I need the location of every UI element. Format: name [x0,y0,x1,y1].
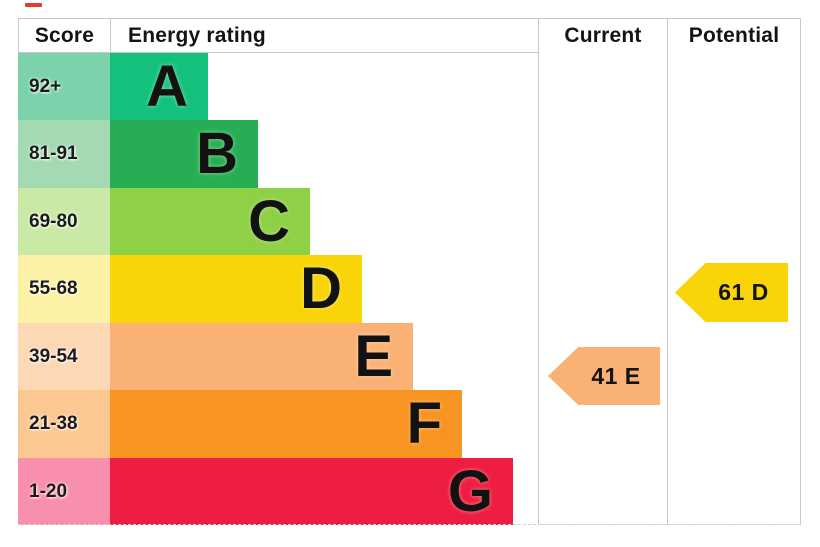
current-column [538,52,668,525]
band-bar-b: B [110,120,258,188]
band-letter: C [248,188,290,254]
band-score-range: 55-68 [18,255,110,323]
band-score-range: 39-54 [18,323,110,390]
band-score-range: 1-20 [18,458,110,525]
table-bottom-border [18,524,801,525]
band-row-e: 39-54 E [18,323,518,390]
stray-red-mark [25,3,42,7]
band-bar-f: F [110,390,462,458]
band-letter: E [354,323,393,389]
band-letter: D [300,256,342,321]
band-bar-d: D [110,255,362,323]
band-bar-a: A [110,53,208,120]
band-letter: G [447,458,493,524]
band-bar-c: C [110,188,310,255]
band-score-range: 21-38 [18,390,110,458]
score-column-header: Score [18,18,111,53]
band-score-range: 81-91 [18,120,110,188]
potential-column-header: Potential [667,18,801,53]
band-row-b: 81-91 B [18,120,518,188]
band-row-d: 55-68 D [18,255,518,323]
band-letter: B [196,121,238,186]
band-bar-e: E [110,323,413,390]
band-row-a: 92+ A [18,53,518,120]
band-row-g: 1-20 G [18,458,518,525]
potential-rating-label: 61 D [718,279,769,305]
band-letter: A [146,53,188,119]
band-row-c: 69-80 C [18,188,518,255]
current-rating-label: 41 E [591,362,641,389]
band-letter: F [406,391,442,456]
energy-rating-column-header: Energy rating [110,18,539,53]
band-bar-g: G [110,458,513,525]
band-row-f: 21-38 F [18,390,518,458]
current-column-header: Current [538,18,668,53]
band-score-range: 92+ [18,53,110,120]
band-score-range: 69-80 [18,188,110,255]
